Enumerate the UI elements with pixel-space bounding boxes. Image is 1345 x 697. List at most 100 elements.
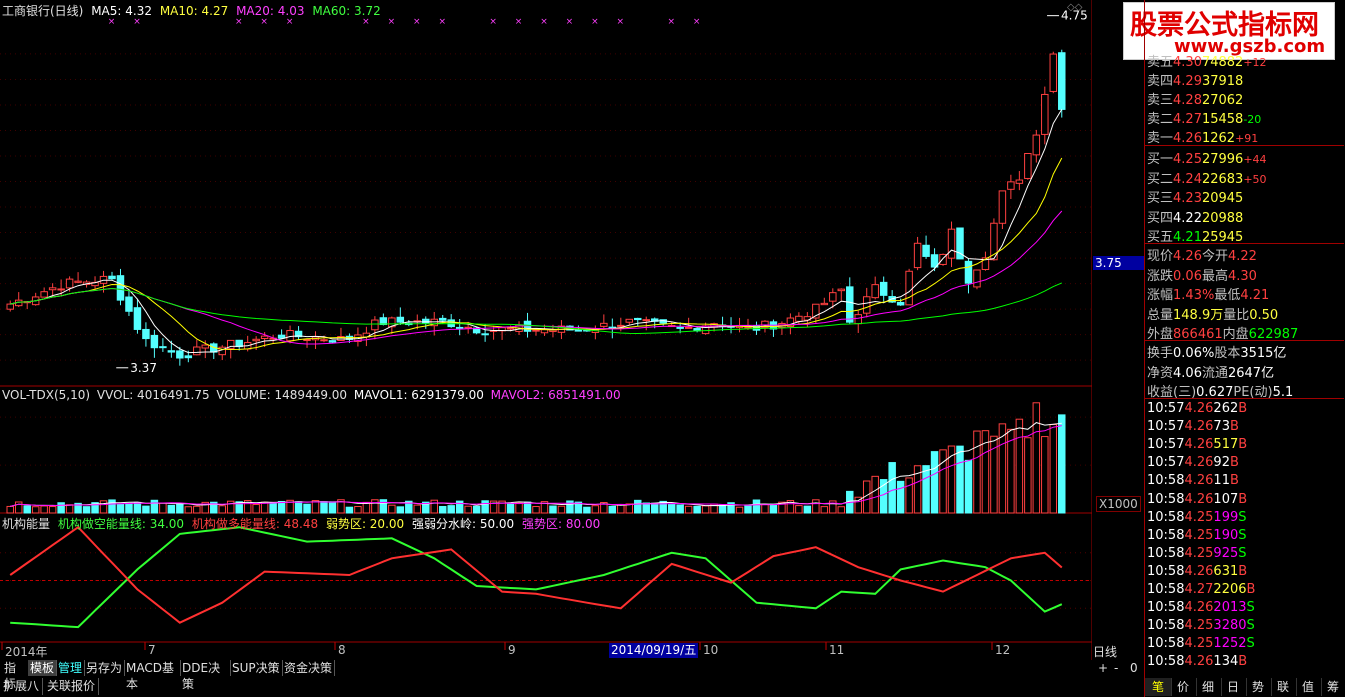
- tick-direction: S: [1238, 509, 1247, 525]
- mavol2-line: [10, 425, 1062, 507]
- volume-bar: [303, 503, 311, 514]
- candle-body: [973, 269, 981, 288]
- signal-mark: ×: [515, 17, 523, 27]
- bid-volume: 25945: [1201, 230, 1244, 245]
- volume-bar: [65, 504, 74, 514]
- tick-direction: B: [1229, 473, 1239, 489]
- divide-label: 强弱分水岭: 50.00: [411, 517, 515, 531]
- price-tag: 3.75: [1093, 256, 1145, 270]
- diamond-icon[interactable]: ◇◇: [1067, 2, 1083, 13]
- side-tab-0[interactable]: 笔: [1145, 678, 1172, 696]
- zoom-button[interactable]: 0: [1130, 661, 1138, 675]
- volume-bar: [1058, 414, 1066, 514]
- ask-price: 4.28: [1173, 93, 1202, 108]
- side-tab-1[interactable]: 价: [1170, 678, 1197, 696]
- candle-body: [464, 326, 472, 329]
- weak-zone-label: 弱势区: 20.00: [325, 517, 405, 531]
- candle-body: [388, 317, 396, 328]
- tab-1[interactable]: 模板: [28, 660, 57, 676]
- zoom-button[interactable]: -: [1114, 661, 1119, 675]
- candle-body: [837, 288, 846, 292]
- candle-body: [854, 314, 862, 325]
- date-label[interactable]: 2014年: [5, 645, 48, 659]
- side-tab-6[interactable]: 值: [1295, 678, 1322, 696]
- period-label[interactable]: 日线: [1093, 645, 1118, 659]
- candle-body: [1024, 153, 1032, 179]
- kline-chart[interactable]: 3.403.503.603.703.803.904.004.104.204.30…: [0, 0, 1092, 660]
- ext-tab-0[interactable]: 扩展八: [0, 678, 44, 695]
- date-label[interactable]: 11: [829, 643, 845, 657]
- tick-row: 10:574.2692B: [1147, 455, 1343, 473]
- tab-0[interactable]: 指标: [2, 660, 29, 691]
- volume-bar: [583, 506, 591, 514]
- candle-body: [57, 288, 65, 291]
- stock-title: 工商银行(日线): [2, 4, 84, 18]
- candle-body: [990, 222, 998, 261]
- tick-time: 10:58: [1147, 563, 1185, 579]
- date-label[interactable]: 9: [508, 643, 516, 657]
- stats-label: PE(动): [1233, 385, 1273, 400]
- tick-direction: B: [1238, 563, 1248, 579]
- tab-4[interactable]: MACD基本: [124, 660, 181, 691]
- candle-body: [829, 292, 837, 302]
- tab-2[interactable]: 管理: [56, 660, 85, 676]
- side-tab-7[interactable]: 筹: [1320, 678, 1345, 696]
- quote-value: 0.06: [1173, 268, 1202, 284]
- quote-value: 4.22: [1227, 249, 1257, 264]
- ask-price: 4.30: [1173, 55, 1202, 70]
- tab-3[interactable]: 另存为: [84, 660, 125, 676]
- volume-bar: [854, 496, 862, 514]
- candle-body: [142, 328, 150, 340]
- candle-body: [947, 228, 956, 259]
- volume-bar: [930, 451, 939, 514]
- candle-body: [820, 302, 829, 306]
- ext-tab-1[interactable]: 关联报价: [44, 678, 100, 695]
- date-label[interactable]: 12: [995, 643, 1011, 657]
- candle-body: [176, 350, 184, 359]
- candle-body: [1049, 53, 1058, 92]
- volume-bar: [498, 500, 506, 514]
- candle-body: [277, 334, 286, 339]
- bid-row: 买三4.2320945: [1147, 187, 1343, 206]
- volume-bar: [574, 501, 583, 514]
- tick-price: 4.25: [1184, 618, 1214, 634]
- ask-change: +91: [1235, 132, 1259, 145]
- quote-label: 总量: [1147, 307, 1174, 323]
- strong-zone-label: 强势区: 80.00: [522, 517, 601, 531]
- date-label[interactable]: 7: [148, 643, 156, 657]
- ask-row: 卖二4.2715458-20: [1147, 108, 1343, 127]
- date-label[interactable]: 8: [338, 643, 346, 657]
- tick-volume: 517: [1213, 437, 1239, 453]
- zoom-button[interactable]: +: [1098, 661, 1109, 675]
- tab-5[interactable]: DDE决策: [180, 660, 231, 691]
- ma5-label: MA5: 4.32: [91, 4, 152, 18]
- tab-7[interactable]: 资金决策: [282, 660, 335, 676]
- signal-mark: ×: [362, 17, 370, 27]
- side-tab-2[interactable]: 细: [1195, 678, 1222, 696]
- tick-direction: B: [1238, 491, 1248, 507]
- volume-bar: [515, 502, 523, 514]
- candle-body: [981, 257, 990, 270]
- candle-body: [795, 315, 803, 322]
- side-tab-3[interactable]: 日: [1220, 678, 1247, 696]
- side-tab-5[interactable]: 联: [1270, 678, 1297, 696]
- tick-row: 10:584.26631B: [1147, 564, 1343, 582]
- tab-6[interactable]: SUP决策: [230, 660, 283, 676]
- volume-bar: [184, 506, 193, 514]
- tick-price: 4.26: [1184, 473, 1214, 489]
- volume-legend: VOL-TDX(5,10) VVOL: 4016491.75 VOLUME: 1…: [2, 388, 621, 402]
- volume-bar: [1024, 437, 1032, 514]
- stats-value: 4.06: [1173, 365, 1202, 381]
- volume-bar: [201, 501, 210, 514]
- tick-price: 4.26: [1184, 654, 1214, 670]
- tick-volume: 1252: [1213, 636, 1247, 652]
- signal-mark: ×: [388, 17, 396, 27]
- side-tab-4[interactable]: 势: [1245, 678, 1272, 696]
- volume-bar: [269, 502, 277, 514]
- volume-bar: [956, 445, 964, 514]
- ask-change: -20: [1243, 113, 1262, 126]
- ask-volume: 74882: [1201, 55, 1244, 70]
- tick-row: 10:584.262013S: [1147, 600, 1343, 618]
- tick-price: 4.26: [1184, 455, 1214, 471]
- date-label[interactable]: 10: [703, 643, 719, 657]
